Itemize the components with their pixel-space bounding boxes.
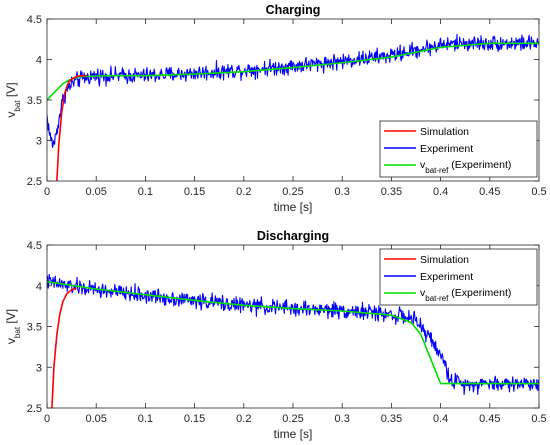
legend-label-main: v: [420, 287, 426, 299]
chart-title: Charging: [266, 3, 321, 17]
x-tick-label: 0.35: [381, 186, 402, 198]
x-tick-label: 0.05: [85, 186, 106, 198]
x-tick-label: 0.15: [184, 413, 205, 425]
series-group: [47, 33, 539, 181]
series-group: [47, 273, 539, 408]
legend-label-main: v: [420, 159, 426, 171]
legend-label-simulation: Simulation: [420, 254, 469, 266]
y-axis-label: vbat [V]: [4, 82, 22, 117]
y-tick-label: 3: [36, 136, 42, 148]
legend-label-simulation: Simulation: [420, 126, 469, 138]
y-tick-label: 4: [36, 281, 42, 293]
series-line-vbat-ref: [47, 42, 539, 101]
y-axis-label-sub: bat: [13, 326, 22, 338]
legend-label-experiment: Experiment: [420, 271, 473, 283]
x-tick-label: 0.25: [282, 186, 303, 198]
x-tick-label: 0.3: [335, 186, 350, 198]
x-tick-label: 0.05: [85, 413, 106, 425]
x-tick-label: 0.5: [531, 413, 546, 425]
x-tick-label: 0.2: [236, 186, 251, 198]
y-tick-label: 2.5: [27, 176, 42, 188]
x-tick-label: 0.1: [138, 413, 153, 425]
x-tick-label: 0.1: [138, 186, 153, 198]
x-tick-label: 0.45: [479, 186, 500, 198]
y-tick-label: 3.5: [27, 95, 42, 107]
legend-label-rest: (Experiment): [448, 287, 511, 299]
y-tick-label: 4.5: [27, 14, 42, 26]
y-tick-label: 3: [36, 362, 42, 374]
x-tick-label: 0: [44, 413, 50, 425]
x-tick-label: 0.35: [381, 413, 402, 425]
series-line-experiment: [47, 33, 539, 148]
y-axis-label-group: vbat [V]: [4, 82, 22, 117]
x-tick-label: 0.3: [335, 413, 350, 425]
chart-panel-discharging: 0 0.05 0.1 0.15 0.2 0.25 0.3 0.35 0.4 0.45 0.5 2.5 3…: [4, 229, 547, 441]
x-tick-label: 0.5: [531, 186, 546, 198]
y-axis-label-main: v: [4, 112, 18, 118]
legend-label-rest: (Experiment): [448, 159, 511, 171]
chart-panel-charging: 0 0.05 0.1 0.15 0.2 0.25 0.3 0.35 0.4 0.45 0.5 2.5 3…: [4, 3, 547, 214]
x-tick-label: 0.4: [433, 413, 448, 425]
y-axis-label-group: vbat [V]: [4, 309, 22, 344]
y-axis-label-rest: [V]: [4, 309, 18, 327]
x-tick-label: 0.15: [184, 186, 205, 198]
legend-label-sub: bat-ref: [425, 294, 449, 303]
x-tick-label: 0.25: [282, 413, 303, 425]
legend-label-sub: bat-ref: [425, 166, 449, 175]
y-tick-label: 4: [36, 55, 42, 67]
x-axis-label: time [s]: [274, 427, 313, 441]
y-tick-label: 2.5: [27, 403, 42, 415]
x-tick-label: 0.4: [433, 186, 448, 198]
y-axis-label-main: v: [4, 338, 18, 344]
y-axis-label: vbat [V]: [4, 309, 22, 344]
legend: Simulation Experiment vbat-ref (Experiment…: [379, 248, 538, 306]
y-axis-label-sub: bat: [13, 100, 22, 112]
legend-label-vbat-ref: vbat-ref (Experiment): [420, 159, 511, 175]
legend-label-vbat-ref: vbat-ref (Experiment): [420, 287, 511, 303]
series-line-simulation: [56, 74, 87, 181]
series-line-vbat-ref: [47, 280, 539, 385]
legend: Simulation Experiment vbat-ref (Experiment…: [379, 120, 538, 178]
y-tick-label: 4.5: [27, 240, 42, 252]
series-line-simulation: [51, 287, 77, 408]
x-tick-label: 0: [44, 186, 50, 198]
y-tick-label: 3.5: [27, 322, 42, 334]
x-tick-label: 0.45: [479, 413, 500, 425]
y-axis-label-rest: [V]: [4, 82, 18, 100]
x-axis-label: time [s]: [274, 200, 313, 214]
chart-title: Discharging: [257, 229, 329, 243]
x-tick-label: 0.2: [236, 413, 251, 425]
legend-label-experiment: Experiment: [420, 143, 473, 155]
